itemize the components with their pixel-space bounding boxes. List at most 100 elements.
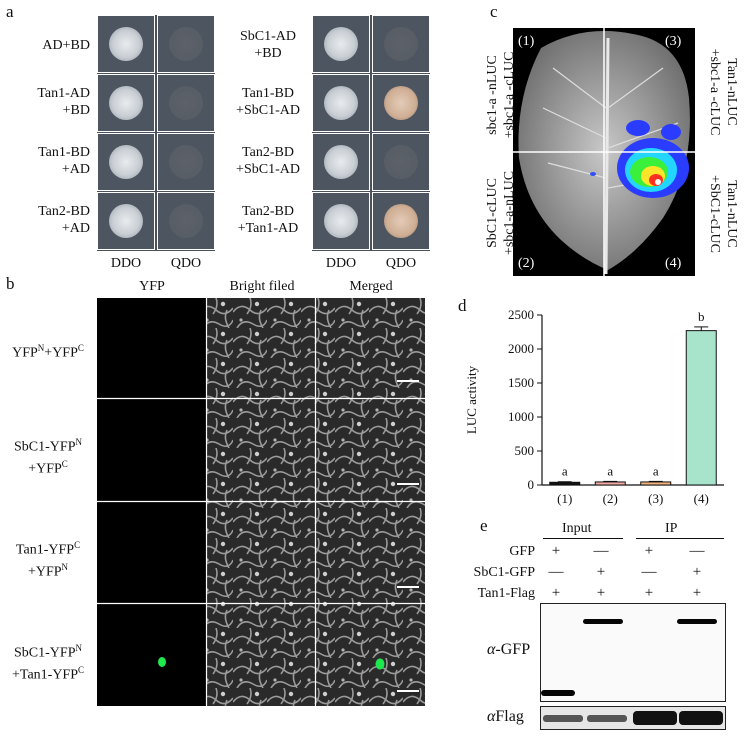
yeast-colony — [384, 145, 418, 179]
panel-b-label: b — [6, 274, 15, 293]
yeast-plate — [157, 74, 215, 132]
flag-blot — [540, 706, 726, 730]
label-c-left-top: sbc1-a -nLUC +sbc1-a -cLUC — [485, 51, 517, 139]
y-tick-label: 0 — [528, 477, 535, 492]
col-ddo-right: DDO — [325, 256, 357, 271]
sign-cell: — — [641, 564, 657, 580]
gfp-blot — [540, 603, 726, 702]
x-tick-label: (3) — [648, 491, 663, 506]
y-tick-label: 500 — [515, 443, 535, 458]
col-bright-field: Bright filed — [229, 279, 295, 294]
significance-label: b — [698, 309, 705, 324]
label-a-r-2: Tan1-BD +SbC1-AD — [236, 86, 300, 118]
col-yfp: YFP — [139, 279, 165, 294]
gfp-band-lane1 — [541, 690, 575, 696]
sign-cell: + — [596, 564, 606, 580]
sign-cell: + — [551, 543, 561, 559]
yeast-plate — [97, 133, 155, 191]
yeast-colony — [169, 145, 203, 179]
yeast-colony — [109, 27, 143, 61]
label-b-1: YFPN+YFPC — [12, 343, 84, 361]
yeast-colony — [109, 86, 143, 120]
quadrant-3-label: (3) — [665, 34, 682, 49]
yfp-nucleus-signal — [158, 657, 166, 667]
flag-band-lane1 — [543, 715, 583, 722]
row-gfp: GFP — [509, 544, 535, 559]
yeast-plate — [157, 133, 215, 191]
col-merged: Merged — [349, 279, 393, 294]
luciferase-leaf-image — [513, 28, 695, 276]
yeast-colony — [109, 204, 143, 238]
ip-underline — [636, 538, 724, 539]
label-c-right-bottom: Tan1-nLUC +SbC1-cLUC — [707, 175, 739, 253]
row-sbc1-gfp: SbC1-GFP — [473, 565, 535, 580]
input-header: Input — [562, 521, 592, 536]
label-a-l-1: AD+BD — [42, 38, 90, 53]
flag-band-lane3 — [633, 711, 677, 725]
flag-band-lane2 — [587, 715, 627, 722]
yeast-colony — [324, 86, 358, 120]
yeast-colony — [169, 204, 203, 238]
sign-cell: + — [644, 543, 654, 559]
yeast-plate — [312, 15, 370, 73]
sign-cell: + — [692, 585, 702, 601]
yeast-plate — [157, 192, 215, 250]
quadrant-1-label: (1) — [518, 34, 535, 49]
y-tick-label: 1500 — [508, 375, 534, 390]
yeast-plate — [97, 15, 155, 73]
bar — [685, 330, 717, 486]
flag-band-lane4 — [679, 711, 723, 725]
microscopy-overlay — [97, 298, 425, 706]
yeast-colony — [384, 86, 418, 120]
sign-cell: + — [551, 585, 561, 601]
yeast-plate — [312, 192, 370, 250]
significance-label: a — [607, 463, 613, 478]
sign-cell: + — [596, 585, 606, 601]
yeast-colony — [324, 204, 358, 238]
yeast-plate — [372, 15, 430, 73]
y-tick-label: 2000 — [508, 341, 534, 356]
input-underline — [543, 538, 623, 539]
col-qdo-right: QDO — [385, 256, 417, 271]
sign-cell: + — [692, 564, 702, 580]
yeast-plate — [97, 192, 155, 250]
sign-cell: — — [593, 543, 609, 559]
yeast-colony — [384, 204, 418, 238]
panel-c-label: c — [490, 2, 498, 21]
label-a-l-2: Tan1-AD +BD — [37, 86, 90, 118]
label-a-r-4: Tan2-BD +Tan1-AD — [237, 204, 299, 236]
yeast-plate — [97, 74, 155, 132]
label-a-l-4: Tan2-BD +AD — [38, 204, 90, 236]
yeast-plate — [372, 133, 430, 191]
y-tick-label: 1000 — [508, 409, 534, 424]
yeast-plate — [372, 74, 430, 132]
alpha-flag-label: αFlag — [487, 708, 524, 725]
label-b-4: SbC1-YFPN +Tan1-YFPC — [11, 643, 85, 683]
col-qdo-left: QDO — [170, 256, 202, 271]
luc-activity-chart: 0 500 1000 1500 2000 2500 LUC activity a (1) a (2)… — [464, 307, 724, 506]
ip-header: IP — [665, 521, 678, 536]
label-a-l-3: Tan1-BD +AD — [38, 145, 90, 177]
label-a-r-1: SbC1-AD +BD — [239, 29, 296, 61]
merged-nucleus-signal — [375, 658, 385, 670]
label-a-r-3: Tan2-BD +SbC1-AD — [236, 145, 300, 177]
label-b-2: SbC1-YFPN +YFPC — [14, 437, 82, 477]
quadrant-2-label: (2) — [518, 256, 535, 271]
yeast-plate — [372, 192, 430, 250]
x-tick-label: (4) — [694, 491, 709, 506]
yeast-colony — [169, 86, 203, 120]
col-ddo-left: DDO — [110, 256, 142, 271]
panel-d-label: d — [458, 296, 467, 315]
gfp-band-lane2 — [583, 619, 623, 624]
x-tick-label: (2) — [603, 491, 618, 506]
yeast-colony — [109, 145, 143, 179]
bar — [640, 481, 672, 486]
y-tick-label: 2500 — [508, 307, 534, 322]
bar — [549, 481, 581, 486]
x-tick-label: (1) — [557, 491, 572, 506]
significance-label: a — [562, 464, 568, 479]
label-c-right-top: Tan1-nLUC +sbc1-a -cLUC — [707, 48, 739, 136]
yeast-plate — [312, 133, 370, 191]
label-b-3: Tan1-YFPC +YFPN — [15, 540, 81, 580]
gfp-band-lane4 — [677, 619, 717, 624]
